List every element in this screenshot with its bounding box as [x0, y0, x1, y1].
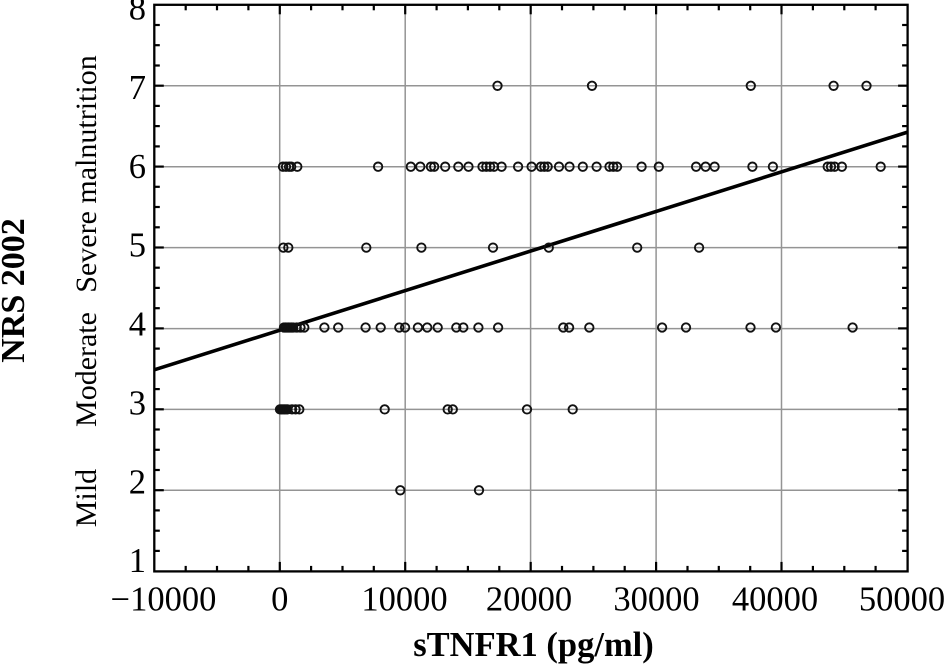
svg-text:8: 8 — [129, 0, 146, 27]
svg-text:6: 6 — [129, 148, 146, 186]
svg-text:20000: 20000 — [486, 581, 572, 619]
svg-text:5: 5 — [129, 227, 146, 265]
svg-text:sTNFR1 (pg/ml): sTNFR1 (pg/ml) — [413, 626, 654, 664]
svg-text:3: 3 — [129, 384, 146, 422]
svg-text:NRS 2002: NRS 2002 — [0, 218, 32, 363]
svg-text:2: 2 — [129, 463, 146, 501]
svg-text:50000: 50000 — [859, 581, 945, 619]
svg-text:Moderate: Moderate — [70, 312, 103, 427]
svg-text:7: 7 — [129, 69, 146, 107]
svg-text:40000: 40000 — [732, 581, 818, 619]
svg-text:10000: 10000 — [361, 581, 447, 619]
svg-text:4: 4 — [129, 305, 146, 343]
svg-text:−10000: −10000 — [111, 581, 217, 619]
svg-text:Mild: Mild — [70, 469, 103, 527]
svg-text:1: 1 — [129, 542, 146, 580]
svg-text:Severe malnutrition: Severe malnutrition — [70, 55, 103, 292]
svg-text:0: 0 — [271, 581, 288, 619]
svg-text:30000: 30000 — [613, 581, 699, 619]
